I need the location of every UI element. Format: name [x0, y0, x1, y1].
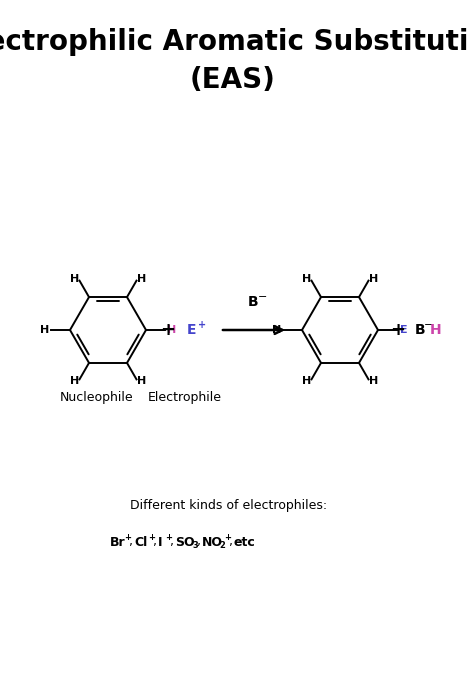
- Text: +: +: [148, 533, 155, 542]
- Text: −: −: [424, 320, 433, 330]
- Text: B: B: [248, 295, 259, 309]
- Text: Br: Br: [110, 536, 126, 549]
- Text: 2: 2: [219, 542, 225, 550]
- Text: H: H: [369, 274, 378, 284]
- Text: H: H: [167, 325, 177, 335]
- Text: 3: 3: [192, 542, 198, 550]
- Text: ,: ,: [153, 536, 157, 549]
- Text: H: H: [40, 325, 50, 335]
- Text: I: I: [158, 536, 163, 549]
- Text: etc: etc: [234, 536, 256, 549]
- Text: Nucleophile: Nucleophile: [60, 391, 134, 405]
- Text: H: H: [137, 377, 146, 386]
- Text: H: H: [302, 274, 311, 284]
- Text: B: B: [415, 323, 425, 337]
- Text: +: +: [161, 321, 176, 339]
- Text: Cl: Cl: [134, 536, 147, 549]
- Text: NO: NO: [202, 536, 223, 549]
- Text: H: H: [272, 325, 282, 335]
- Text: H: H: [70, 377, 79, 386]
- Text: ,: ,: [129, 536, 133, 549]
- Text: +: +: [124, 533, 131, 542]
- Text: ,: ,: [197, 536, 201, 549]
- Text: +: +: [165, 533, 172, 542]
- Text: −: −: [258, 292, 268, 302]
- Text: ,: ,: [170, 536, 174, 549]
- Text: Different kinds of electrophiles:: Different kinds of electrophiles:: [130, 498, 327, 512]
- Text: H: H: [70, 274, 79, 284]
- Text: +: +: [224, 533, 231, 542]
- Text: Electrophile: Electrophile: [148, 391, 222, 405]
- Text: H: H: [369, 377, 378, 386]
- Text: H: H: [302, 377, 311, 386]
- Text: (EAS): (EAS): [190, 66, 276, 94]
- Text: E: E: [187, 323, 197, 337]
- Text: SO: SO: [175, 536, 195, 549]
- Text: H: H: [137, 274, 146, 284]
- Text: H: H: [430, 323, 442, 337]
- Text: +: +: [390, 321, 405, 339]
- Text: E: E: [400, 325, 408, 335]
- Text: ,: ,: [229, 536, 233, 549]
- Text: +: +: [198, 320, 206, 330]
- Text: Electrophilic Aromatic Substitution: Electrophilic Aromatic Substitution: [0, 28, 467, 56]
